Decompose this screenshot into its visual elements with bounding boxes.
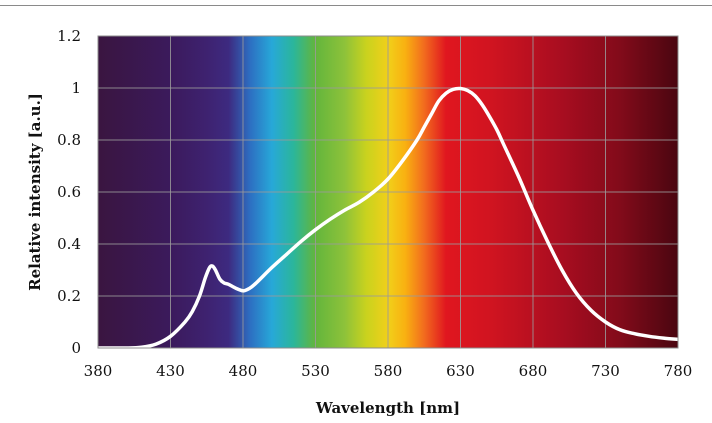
x-tick-label: 780: [664, 362, 693, 380]
x-tick-label: 480: [229, 362, 258, 380]
x-tick-labels: 380 430 480 530 580 630 680 730 780: [84, 362, 693, 380]
x-tick-label: 530: [301, 362, 330, 380]
y-tick-label: 0.4: [57, 235, 81, 253]
y-axis-title: Relative intensity [a.u.]: [26, 93, 44, 291]
y-tick-labels: 0 0.2 0.4 0.6 0.8 1 1.2: [57, 27, 81, 357]
plot-border: [97, 35, 679, 349]
y-tick-label: 0.2: [57, 287, 81, 305]
series-layer: [96, 86, 680, 350]
top-rule: [0, 5, 712, 6]
x-tick-label: 680: [519, 362, 548, 380]
y-tick-label: 1.2: [57, 27, 81, 45]
x-tick-label: 380: [84, 362, 113, 380]
x-axis-title: Wavelength [nm]: [315, 399, 460, 417]
x-tick-label: 430: [156, 362, 185, 380]
y-tick-label: 0.8: [57, 131, 81, 149]
y-tick-label: 0.6: [57, 183, 81, 201]
y-tick-label: 0: [71, 339, 81, 357]
x-tick-label: 630: [446, 362, 475, 380]
spectrum-series-line: [96, 86, 680, 350]
x-tick-label: 580: [374, 362, 403, 380]
x-tick-label: 730: [591, 362, 620, 380]
y-tick-label: 1: [71, 79, 81, 97]
